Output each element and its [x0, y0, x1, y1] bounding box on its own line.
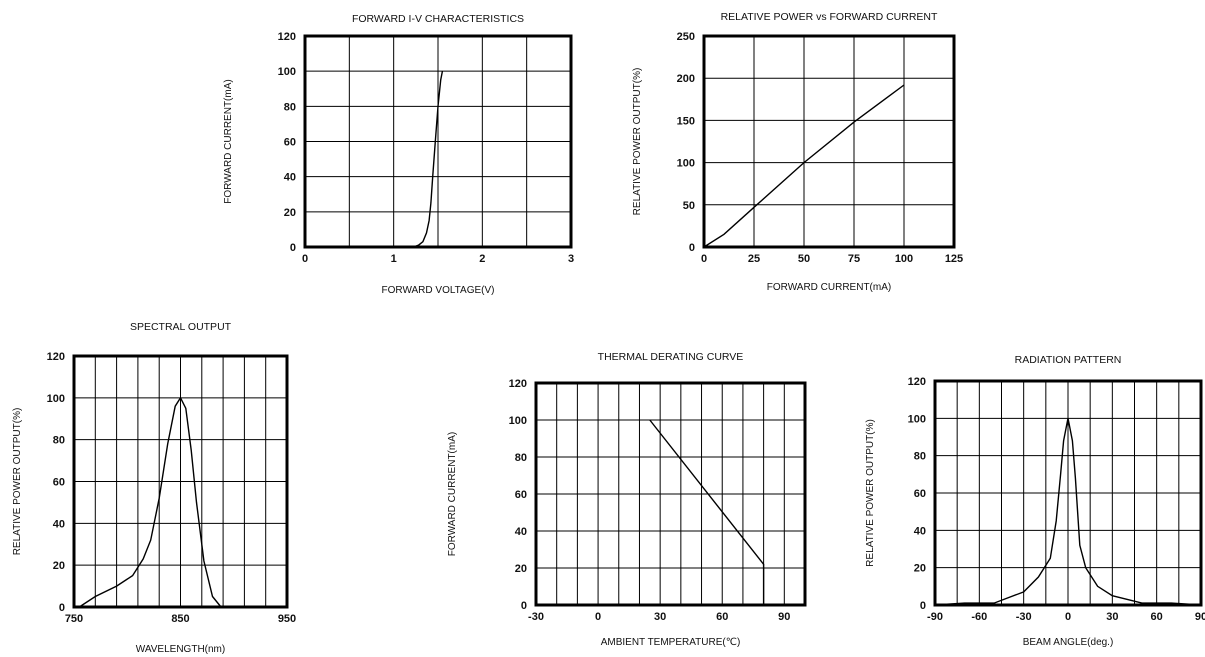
radiation-xtick-4: 30 [1106, 611, 1118, 623]
spectral-xtick-1: 850 [171, 613, 189, 625]
power-current-chart: RELATIVE POWER vs FORWARD CURRENT FORWAR… [632, 11, 963, 293]
derating-ytick-0: 0 [521, 600, 527, 612]
derating-ytick-3: 60 [515, 489, 527, 501]
derating-ytick-5: 100 [509, 415, 527, 427]
iv-ytick-0: 0 [290, 242, 296, 254]
iv-y-label: FORWARD CURRENT(mA) [223, 79, 234, 203]
power-current-x-label: FORWARD CURRENT(mA) [767, 282, 891, 293]
spectral-ytick-2: 40 [53, 518, 65, 530]
iv-ytick-6: 120 [278, 31, 296, 43]
iv-ytick-2: 40 [284, 172, 296, 184]
iv-xtick-1: 1 [391, 253, 397, 265]
iv-chart: FORWARD I-V CHARACTERISTICS FORWARD VOLT… [223, 13, 574, 296]
radiation-ytick-5: 100 [908, 413, 926, 425]
power-current-xtick-0: 0 [701, 253, 707, 265]
derating-y-label: FORWARD CURRENT(mA) [447, 432, 458, 556]
power-current-title: RELATIVE POWER vs FORWARD CURRENT [721, 11, 938, 23]
spectral-chart: SPECTRAL OUTPUT WAVELENGTH(nm) RELATIVE … [12, 321, 296, 655]
spectral-ytick-5: 100 [47, 393, 65, 405]
power-current-ticks: 0 25 50 75 100 125 0 50 100 150 200 250 [677, 31, 964, 265]
power-current-ytick-4: 200 [677, 73, 695, 85]
derating-x-label: AMBIENT TEMPERATURE(℃) [601, 637, 741, 648]
spectral-xtick-0: 750 [65, 613, 83, 625]
radiation-title: RADIATION PATTERN [1015, 354, 1122, 366]
derating-ytick-1: 20 [515, 563, 527, 575]
radiation-x-label: BEAM ANGLE(deg.) [1023, 637, 1114, 648]
power-current-ytick-1: 50 [683, 200, 695, 212]
power-current-xtick-1: 25 [748, 253, 760, 265]
iv-xtick-0: 0 [302, 253, 308, 265]
spectral-x-label: WAVELENGTH(nm) [136, 644, 225, 655]
spectral-y-label: RELATIVE POWER OUTPUT(%) [12, 408, 23, 556]
radiation-xtick-0: -90 [927, 611, 943, 623]
radiation-chart: RADIATION PATTERN BEAM ANGLE(deg.) RELAT… [865, 354, 1205, 648]
radiation-y-label: RELATIVE POWER OUTPUT(%) [865, 419, 876, 567]
power-current-xtick-2: 50 [798, 253, 810, 265]
iv-ytick-1: 20 [284, 207, 296, 219]
iv-ytick-5: 100 [278, 66, 296, 78]
spectral-ytick-1: 20 [53, 560, 65, 572]
radiation-grid [935, 381, 1201, 605]
radiation-ytick-0: 0 [920, 600, 926, 612]
radiation-xtick-1: -60 [971, 611, 987, 623]
derating-ytick-2: 40 [515, 526, 527, 538]
derating-xtick-3: 60 [716, 611, 728, 623]
radiation-xtick-5: 60 [1151, 611, 1163, 623]
derating-xtick-1: 0 [595, 611, 601, 623]
spectral-ytick-3: 60 [53, 477, 65, 489]
spectral-grid [74, 356, 287, 607]
power-current-xtick-5: 125 [945, 253, 963, 265]
derating-xtick-0: -30 [528, 611, 544, 623]
derating-xtick-4: 90 [778, 611, 790, 623]
derating-ytick-6: 120 [509, 378, 527, 390]
radiation-ytick-3: 60 [914, 488, 926, 500]
derating-xtick-2: 30 [654, 611, 666, 623]
derating-grid [536, 383, 805, 605]
radiation-xtick-6: 90 [1195, 611, 1205, 623]
radiation-ytick-4: 80 [914, 451, 926, 463]
power-current-ytick-5: 250 [677, 31, 695, 43]
iv-xtick-2: 2 [479, 253, 485, 265]
spectral-ytick-6: 120 [47, 351, 65, 363]
iv-ytick-3: 60 [284, 137, 296, 149]
derating-chart: THERMAL DERATING CURVE AMBIENT TEMPERATU… [447, 351, 805, 648]
iv-grid [305, 36, 571, 247]
radiation-ytick-2: 40 [914, 525, 926, 537]
spectral-xtick-2: 950 [278, 613, 296, 625]
radiation-xtick-2: -30 [1016, 611, 1032, 623]
power-current-xtick-4: 100 [895, 253, 913, 265]
spectral-title: SPECTRAL OUTPUT [130, 321, 232, 333]
power-current-ytick-3: 150 [677, 115, 695, 127]
iv-ytick-4: 80 [284, 101, 296, 113]
spectral-ytick-0: 0 [59, 602, 65, 614]
radiation-ytick-6: 120 [908, 376, 926, 388]
power-current-ytick-0: 0 [689, 242, 695, 254]
power-current-ytick-2: 100 [677, 158, 695, 170]
iv-title: FORWARD I-V CHARACTERISTICS [352, 13, 524, 25]
iv-ticks: 0 1 2 3 0 20 40 60 80 100 120 [278, 31, 574, 265]
derating-title: THERMAL DERATING CURVE [598, 351, 744, 363]
derating-curve [650, 420, 764, 605]
radiation-xtick-3: 0 [1065, 611, 1071, 623]
iv-xtick-3: 3 [568, 253, 574, 265]
radiation-ticks: -90 -60 -30 0 30 60 90 0 20 40 60 80 100 120 [908, 376, 1205, 623]
spectral-ticks: 750 850 950 0 20 40 60 80 100 120 [47, 351, 297, 625]
power-current-xtick-3: 75 [848, 253, 860, 265]
iv-x-label: FORWARD VOLTAGE(V) [382, 285, 495, 296]
spectral-ytick-4: 80 [53, 435, 65, 447]
derating-ytick-4: 80 [515, 452, 527, 464]
radiation-ytick-1: 20 [914, 563, 926, 575]
spectral-curve [79, 398, 221, 607]
power-current-y-label: RELATIVE POWER OUTPUT(%) [632, 68, 643, 216]
